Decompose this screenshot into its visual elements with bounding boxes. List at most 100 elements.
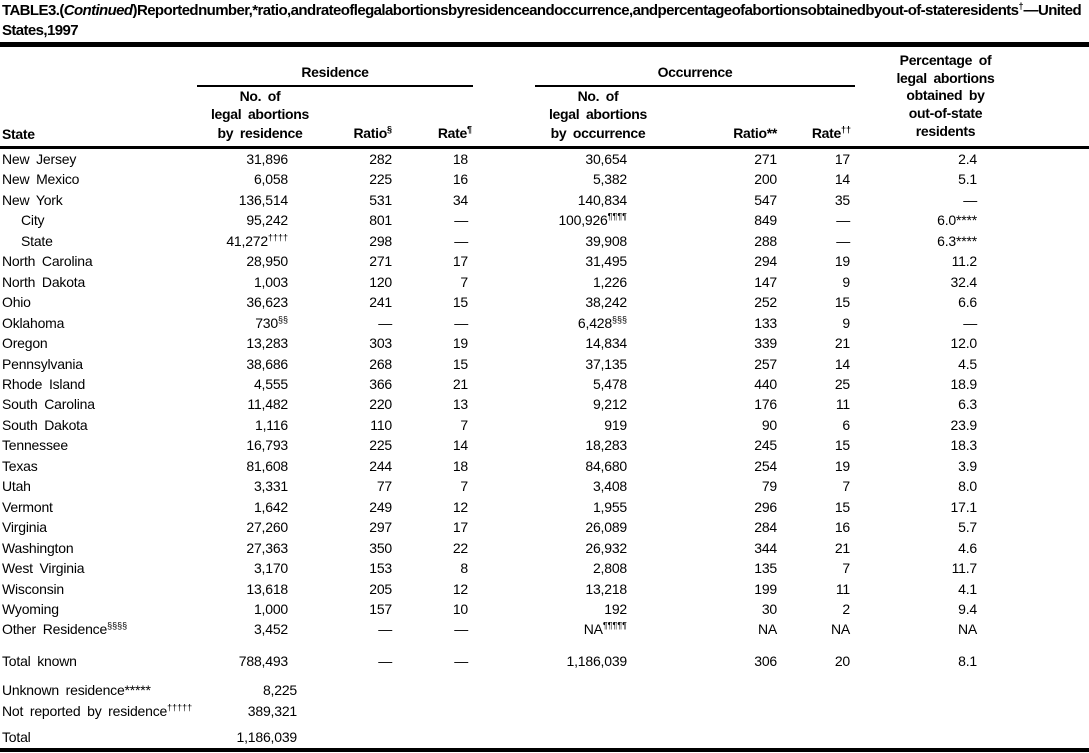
- value-cell: 17: [452, 519, 468, 536]
- table-row: New York 136,514 531 34 140,834 547 35 —: [0, 190, 1089, 210]
- state-cell: Texas: [2, 457, 38, 474]
- value-cell: 788,493: [238, 652, 288, 669]
- value-cell: 1,003: [253, 273, 288, 290]
- value-cell: 13,218: [585, 580, 627, 597]
- value-cell: 1,186,039: [566, 652, 628, 669]
- value-cell: 801: [369, 212, 392, 229]
- value-cell: 26,089: [585, 519, 627, 536]
- value-cell: 157: [369, 600, 392, 617]
- value-cell: 153: [369, 560, 392, 577]
- state-cell: South Dakota: [2, 416, 88, 433]
- table-row: Other Residence§§§§ 3,452 — — NA¶¶¶¶¶ NA NA NA: [0, 619, 1089, 639]
- state-cell: New Mexico: [2, 171, 80, 188]
- state-cell: South Carolina: [2, 396, 95, 413]
- value-cell: 5.1: [958, 171, 977, 188]
- table-title-continued: Continued: [63, 2, 133, 19]
- table-row: New Mexico 6,058 225 16 5,382 200 14 5.1: [0, 169, 1089, 189]
- value-cell: 7: [460, 273, 468, 290]
- column-header-residence-ratio: Ratio§: [353, 124, 392, 141]
- value-cell: 27,363: [246, 539, 288, 556]
- state-cell: North Carolina: [2, 253, 93, 270]
- value-cell: 8: [460, 560, 468, 577]
- value-cell: 18: [452, 457, 468, 474]
- value-cell: 294: [754, 253, 777, 270]
- value-cell: 136,514: [238, 191, 288, 208]
- value-cell: 9: [842, 314, 850, 331]
- value-cell: 10: [452, 600, 468, 617]
- value-cell: 26,932: [585, 539, 627, 556]
- table-row: Not reported by residence††††† 389,321: [0, 701, 1089, 721]
- state-cell: State: [21, 232, 53, 249]
- value-cell: 3,452: [253, 621, 288, 638]
- value-cell: 20: [834, 652, 850, 669]
- state-cell: Oklahoma: [2, 314, 65, 331]
- value-cell: 2.4: [958, 151, 977, 167]
- value-cell: 13,618: [246, 580, 288, 597]
- table-row: Total 1,186,039: [0, 727, 1089, 747]
- value-cell: 366: [369, 375, 392, 392]
- value-cell: 18.3: [950, 437, 978, 454]
- state-cell: Vermont: [2, 498, 53, 515]
- value-cell: 849: [754, 212, 777, 229]
- table-body: New Jersey 31,896 282 18 30,654 271 17 2.4 New M…: [0, 149, 1089, 748]
- value-cell: 100,926¶¶¶¶: [558, 211, 627, 229]
- value-cell: —: [378, 652, 392, 669]
- value-cell: —: [963, 191, 977, 208]
- residence-group-rule: [197, 85, 473, 87]
- value-cell: 12.0: [950, 335, 978, 352]
- table-row: Ohio 36,623 241 15 38,242 252 15 6.6: [0, 292, 1089, 312]
- state-cell: Utah: [2, 478, 31, 495]
- state-cell: Pennsylvania: [2, 355, 83, 372]
- state-cell: Wisconsin: [2, 580, 64, 597]
- value-cell: 5,382: [592, 171, 627, 188]
- column-header-occurrence-number: No. of legal abortions by occurrence: [548, 88, 648, 141]
- value-cell: 41,272††††: [226, 232, 288, 249]
- value-cell: 225: [369, 437, 392, 454]
- value-cell: 176: [754, 396, 777, 413]
- occurrence-group-rule: [535, 85, 855, 87]
- value-cell: 15: [834, 498, 850, 515]
- state-cell: City: [21, 212, 45, 229]
- column-header-occurrence-rate: Rate††: [811, 124, 851, 141]
- table-header: State Residence No. of legal abortions b…: [0, 47, 1089, 146]
- value-cell: 547: [754, 191, 777, 208]
- value-cell: —: [963, 314, 977, 331]
- value-cell: 6.3: [958, 396, 977, 413]
- value-cell: 254: [754, 457, 777, 474]
- table-row: Total known 788,493 — — 1,186,039 306 20 8.1: [0, 651, 1089, 671]
- value-cell: 27,260: [246, 519, 288, 536]
- state-cell: Other Residence§§§§: [2, 620, 128, 638]
- value-cell: —: [378, 314, 392, 331]
- value-cell: —: [836, 212, 850, 229]
- table-row: City 95,242 801 — 100,926¶¶¶¶ 849 — 6.0****: [0, 210, 1089, 230]
- value-cell: 14,834: [585, 335, 627, 352]
- value-cell: NA: [757, 621, 777, 638]
- value-cell: 4,555: [253, 375, 288, 392]
- value-cell: 18,283: [585, 437, 627, 454]
- table-row: Rhode Island 4,555 366 21 5,478 440 25 18.9: [0, 374, 1089, 394]
- value-cell: 22: [452, 539, 468, 556]
- table-row: South Dakota 1,116 110 7 919 90 6 23.9: [0, 415, 1089, 435]
- value-cell: 13,283: [246, 335, 288, 352]
- value-cell: 440: [754, 375, 777, 392]
- state-cell: New Jersey: [2, 151, 77, 167]
- value-cell: 730§§: [255, 313, 288, 331]
- value-cell: 1,116: [255, 416, 288, 433]
- value-cell: 90: [761, 416, 777, 433]
- value-cell: 6,058: [253, 171, 288, 188]
- bottom-rule: [0, 748, 1089, 752]
- value-cell: 344: [754, 539, 777, 556]
- state-cell: Tennessee: [2, 437, 68, 454]
- table-row: Pennsylvania 38,686 268 15 37,135 257 14 4.5: [0, 354, 1089, 374]
- value-cell: 192: [604, 600, 627, 617]
- value-cell: 13: [452, 396, 468, 413]
- table-row: Texas 81,608 244 18 84,680 254 19 3.9: [0, 456, 1089, 476]
- group-header-residence: Residence: [301, 64, 369, 80]
- value-cell: 16,793: [246, 437, 288, 454]
- state-cell: Wyoming: [2, 600, 59, 617]
- state-cell: Washington: [2, 539, 74, 556]
- value-cell: —: [836, 232, 850, 249]
- column-header-residence-rate: Rate¶: [437, 124, 472, 141]
- value-cell: 79: [761, 478, 777, 495]
- value-cell: 919: [604, 416, 627, 433]
